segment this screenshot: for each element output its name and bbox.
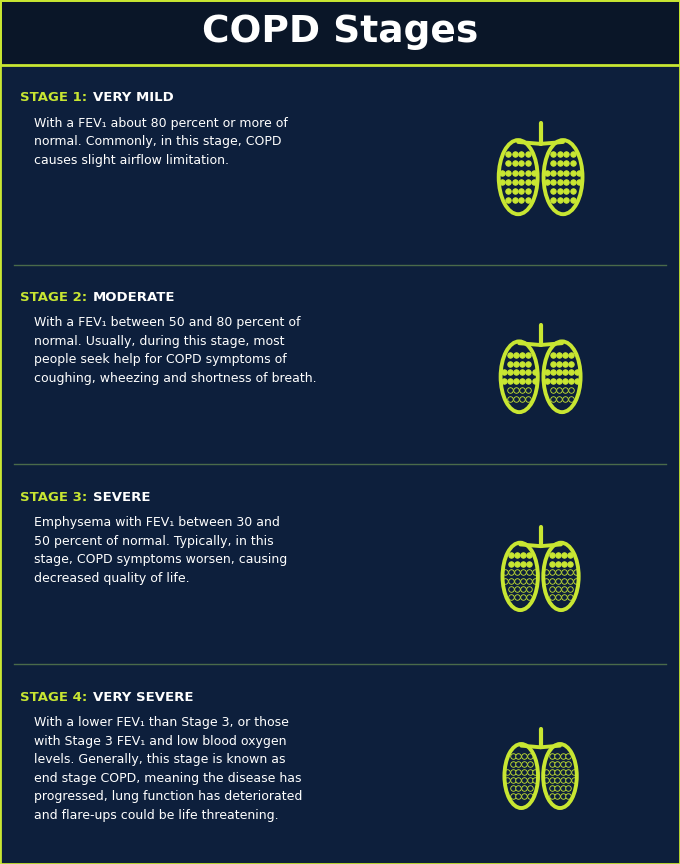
Text: VERY MILD: VERY MILD (93, 91, 174, 105)
Text: SEVERE: SEVERE (93, 491, 151, 504)
Text: STAGE 1:: STAGE 1: (20, 91, 88, 105)
Text: STAGE 2:: STAGE 2: (20, 291, 88, 304)
Text: VERY SEVERE: VERY SEVERE (93, 690, 194, 703)
Text: MODERATE: MODERATE (93, 291, 175, 304)
Text: With a FEV₁ about 80 percent or more of
normal. Commonly, in this stage, COPD
ca: With a FEV₁ about 80 percent or more of … (34, 117, 288, 167)
Text: COPD Stages: COPD Stages (202, 15, 478, 50)
Text: STAGE 3:: STAGE 3: (20, 491, 88, 504)
Text: STAGE 4:: STAGE 4: (20, 690, 88, 703)
Text: With a FEV₁ between 50 and 80 percent of
normal. Usually, during this stage, mos: With a FEV₁ between 50 and 80 percent of… (34, 316, 317, 385)
FancyBboxPatch shape (0, 0, 680, 65)
Text: Emphysema with FEV₁ between 30 and
50 percent of normal. Typically, in this
stag: Emphysema with FEV₁ between 30 and 50 pe… (34, 516, 287, 585)
Text: With a lower FEV₁ than Stage 3, or those
with Stage 3 FEV₁ and low blood oxygen
: With a lower FEV₁ than Stage 3, or those… (34, 716, 303, 822)
